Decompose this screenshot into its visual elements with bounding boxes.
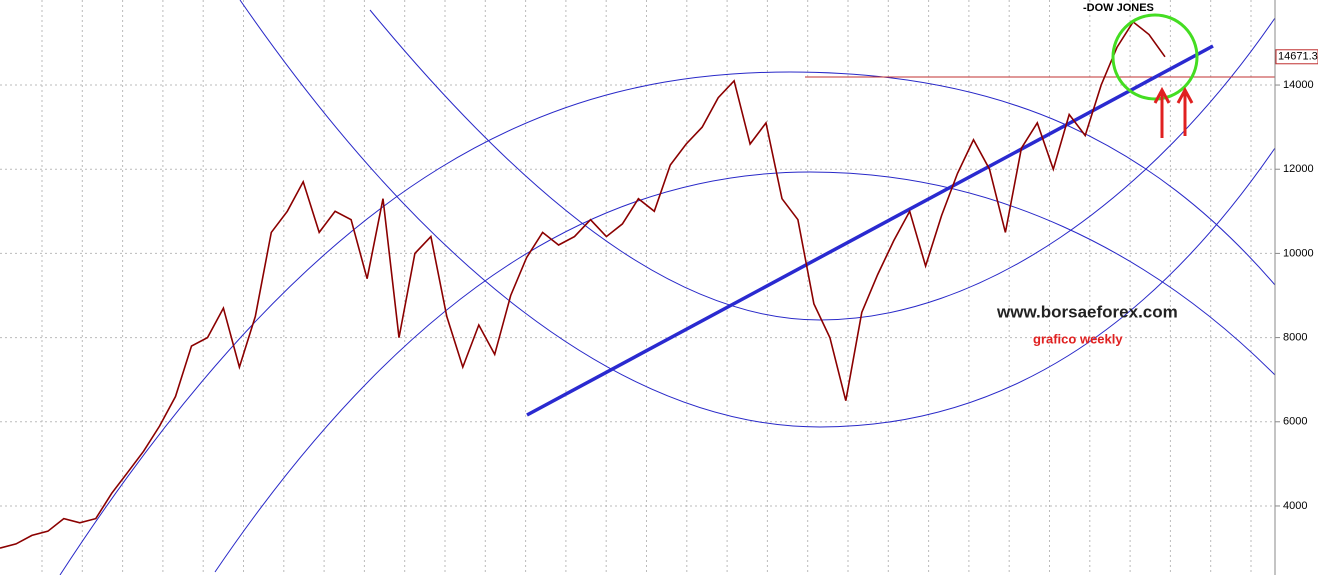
y-tick-label: 6000 — [1283, 416, 1307, 428]
price-label: 14671.3 — [1278, 51, 1318, 63]
y-tick-label: 14000 — [1283, 79, 1314, 91]
y-tick-label: 12000 — [1283, 163, 1314, 175]
chart-title: -DOW JONES — [1083, 2, 1154, 14]
plot — [0, 20, 1166, 549]
price-line — [0, 20, 1166, 549]
y-tick-label: 4000 — [1283, 500, 1307, 512]
watermark: www.borsaeforex.com — [996, 302, 1178, 321]
arc — [369, 9, 1276, 321]
y-tick-label: 8000 — [1283, 331, 1307, 343]
note: grafico weekly — [1033, 331, 1123, 346]
arrow — [1176, 86, 1194, 136]
highlight-circle — [1111, 13, 1199, 101]
arrow — [1153, 86, 1171, 138]
trend-line — [526, 44, 1214, 417]
arc — [59, 71, 1276, 575]
price-label-box — [1275, 49, 1318, 65]
arc — [214, 171, 1276, 573]
arcs — [59, 0, 1276, 575]
arrows — [1153, 86, 1194, 138]
arc — [239, 0, 1276, 428]
y-tick-label: 10000 — [1283, 247, 1314, 259]
vertical-grid — [41, 0, 1252, 575]
